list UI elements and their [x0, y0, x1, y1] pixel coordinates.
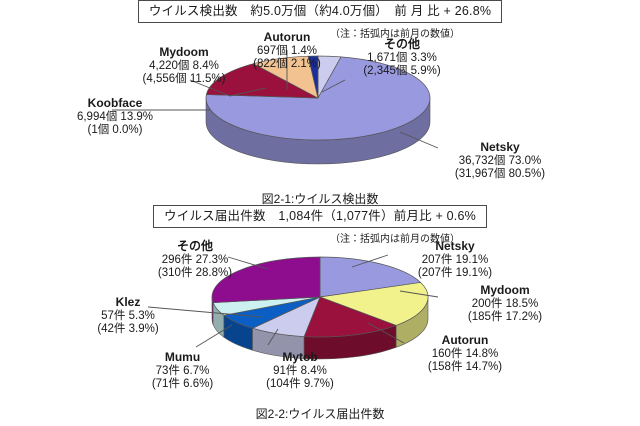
pie2-label-mumu-name: Mumu [164, 350, 201, 365]
pie-label-mydoom-name: Mydoom [159, 45, 209, 60]
pie2-label-mydoom-name: Mydoom [480, 283, 530, 298]
pie-chart-virus-detection [112, 50, 439, 165]
pie-label-other-name: その他 [383, 37, 420, 52]
pie-slice-Netsky [205, 56, 431, 141]
figure-1-caption: 図2-1:ウイルス検出数 [261, 192, 379, 207]
pie2-label-autorun-previous: (158件 14.7%) [427, 361, 503, 374]
figure-1-note: （注：括弧内は前月の数値） [330, 29, 460, 41]
pie-label-koobface-name: Koobface [87, 96, 143, 111]
pie2-label-klez-previous: (42件 3.9%) [97, 323, 159, 336]
pie2-label-mumu-previous: (71件 6.6%) [151, 378, 214, 391]
pie2-label-other-name: その他 [176, 239, 213, 254]
pie2-label-autorun: Autorun 160件 14.8% (158件 14.7%) [400, 333, 530, 374]
pie2-label-autorun-name: Autorun [441, 333, 489, 348]
pie-label-other: その他 1,671個 3.3% (2,345個 5.9%) [337, 37, 467, 78]
pie-label-other-previous: (2,345個 5.9%) [363, 65, 441, 78]
pie-label-netsky-current: 36,732個 73.0% [458, 154, 542, 167]
pie2-label-netsky-name: Netsky [435, 239, 475, 254]
pie-label-netsky-previous: (31,967個 80.5%) [454, 168, 546, 181]
pie2-label-mumu: Mumu 73件 6.7% (71件 6.6%) [125, 350, 240, 391]
pie-slice-Koobface [205, 63, 319, 99]
pie-slice-Autorun [303, 296, 398, 338]
pie2-label-mydoom-current: 200件 18.5% [471, 297, 539, 310]
figure-2-caption: 図2-2:ウイルス届出件数 [255, 407, 385, 422]
pie2-label-other-current: 296件 27.3% [161, 253, 229, 266]
pie-slice-Netsky [319, 257, 422, 298]
pie2-label-netsky: Netsky 207件 19.1% (207件 19.1%) [390, 239, 520, 280]
pie2-label-mydoom-previous: (185件 17.2%) [467, 311, 543, 324]
figure-2-note: （注：括弧内は前月の数値） [330, 234, 460, 246]
pie2-label-klez-current: 57件 5.3% [101, 309, 155, 322]
pie2-label-klez: Klez 57件 5.3% (42件 3.9%) [68, 295, 188, 336]
pie-label-other-current: 1,671個 3.3% [367, 51, 437, 64]
pie2-label-mytob-name: Mytob [282, 350, 318, 365]
pie-label-autorun-current: 697個 1.4% [256, 44, 318, 57]
pie2-label-other: その他 296件 27.3% (310件 28.8%) [130, 239, 260, 280]
pie-slice-Autorun [307, 56, 319, 99]
pie-slice-Mydoom [319, 282, 429, 327]
pie2-label-mumu-current: 73件 6.7% [155, 364, 210, 377]
pie-label-koobface-current: 6,994個 13.9% [76, 110, 154, 123]
pie-slice-その他 [211, 257, 321, 304]
pie-label-mydoom-previous: (4,556個 11.5%) [142, 73, 226, 86]
pie2-label-other-previous: (310件 28.8%) [157, 267, 233, 280]
pie-label-mydoom-current: 4,220個 8.4% [149, 59, 219, 72]
pie-chart-virus-reports [147, 254, 439, 360]
pie-label-autorun: Autorun 697個 1.4% (822個 2.1%) [232, 30, 342, 71]
pie2-label-netsky-current: 207件 19.1% [421, 253, 489, 266]
figure-2-chart-area: その他 296件 27.3% (310件 28.8%) Netsky 207件 … [0, 239, 640, 405]
pie2-label-mytob: Mytob 91件 8.4% (104件 9.7%) [240, 350, 360, 391]
figure-virus-report-count: ウイルス届出件数 1,084件（1,077件）前月比 + 0.6% （注：括弧内… [0, 205, 640, 426]
pie-label-mydoom: Mydoom 4,220個 8.4% (4,556個 11.5%) [124, 45, 244, 86]
figure-1-chart-area: Mydoom 4,220個 8.4% (4,556個 11.5%) Autoru… [0, 30, 640, 190]
pie2-label-mytob-previous: (104件 9.7%) [266, 378, 334, 391]
figure-1-header-band: ウイルス検出数 約5.0万個（約4.0万個） 前 月 比 + 26.8% （注：… [0, 0, 640, 40]
figure-1-summary-box: ウイルス検出数 約5.0万個（約4.0万個） 前 月 比 + 26.8% [137, 0, 503, 24]
pie2-label-klez-name: Klez [115, 295, 141, 310]
pie-label-netsky: Netsky 36,732個 73.0% (31,967個 80.5%) [420, 140, 580, 181]
figure-2-summary-box: ウイルス届出件数 1,084件（1,077件）前月比 + 0.6% [153, 205, 487, 229]
pie-label-koobface-previous: (1個 0.0%) [87, 124, 143, 137]
pie2-label-netsky-previous: (207件 19.1%) [417, 267, 493, 280]
pie-label-koobface: Koobface 6,994個 13.9% (1個 0.0%) [50, 96, 180, 137]
pie2-label-mytob-current: 91件 8.4% [273, 364, 327, 377]
pie-label-autorun-name: Autorun [263, 30, 311, 45]
figure-virus-detection-count: ウイルス検出数 約5.0万個（約4.0万個） 前 月 比 + 26.8% （注：… [0, 0, 640, 207]
pie2-label-mydoom: Mydoom 200件 18.5% (185件 17.2%) [440, 283, 570, 324]
pie2-label-autorun-current: 160件 14.8% [431, 347, 499, 360]
pie-label-netsky-name: Netsky [480, 140, 520, 155]
pie-label-autorun-previous: (822個 2.1%) [253, 58, 321, 71]
figure-2-header-band: ウイルス届出件数 1,084件（1,077件）前月比 + 0.6% （注：括弧内… [0, 205, 640, 245]
